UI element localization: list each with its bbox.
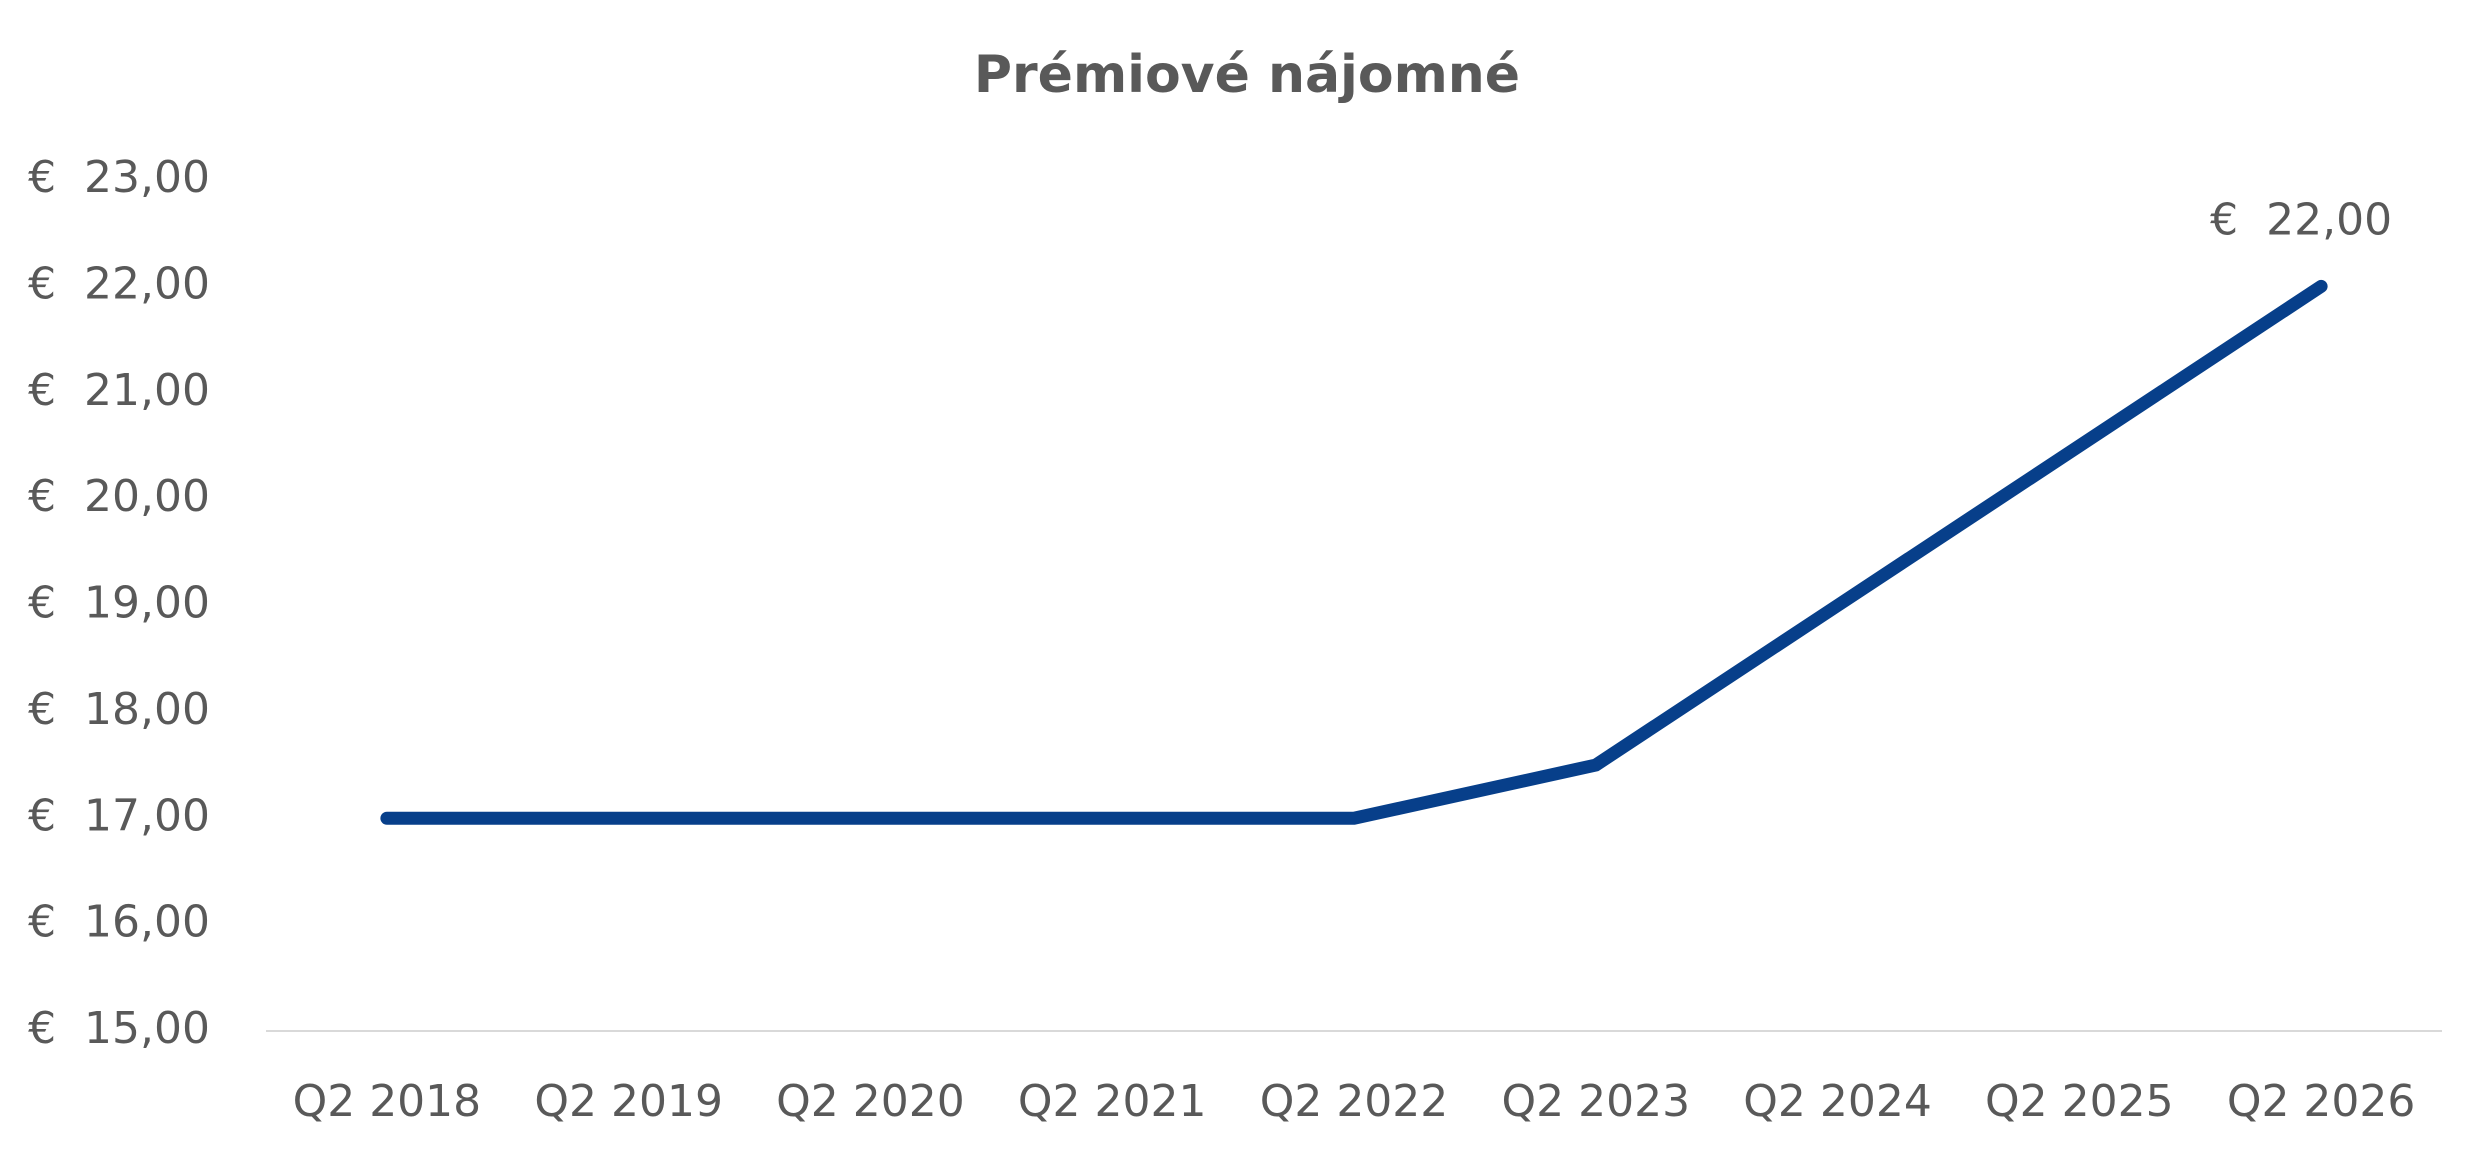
x-tick-label: Q2 2023: [1501, 1076, 1690, 1127]
y-tick-label: € 21,00: [28, 365, 210, 416]
chart-title: Prémiové nájomné: [974, 45, 1520, 105]
x-tick-label: Q2 2025: [1985, 1076, 2174, 1127]
x-tick-label: Q2 2020: [776, 1076, 965, 1127]
x-tick-label: Q2 2026: [2227, 1076, 2416, 1127]
x-tick-label: Q2 2024: [1743, 1076, 1932, 1127]
y-tick-label: € 16,00: [28, 897, 210, 948]
y-tick-label: € 15,00: [28, 1003, 210, 1054]
data-label: € 22,00: [2210, 194, 2392, 245]
y-tick-label: € 18,00: [28, 684, 210, 735]
y-tick-label: € 23,00: [28, 152, 210, 203]
x-tick-label: Q2 2022: [1260, 1076, 1449, 1127]
x-tick-label: Q2 2019: [534, 1076, 723, 1127]
y-tick-label: € 22,00: [28, 258, 210, 309]
x-tick-label: Q2 2018: [293, 1076, 482, 1127]
line: [380, 279, 2328, 825]
y-tick-label: € 17,00: [28, 790, 210, 841]
x-tick-label: Q2 2021: [1018, 1076, 1207, 1127]
y-tick-label: € 19,00: [28, 578, 210, 629]
y-tick-label: € 20,00: [28, 471, 210, 522]
